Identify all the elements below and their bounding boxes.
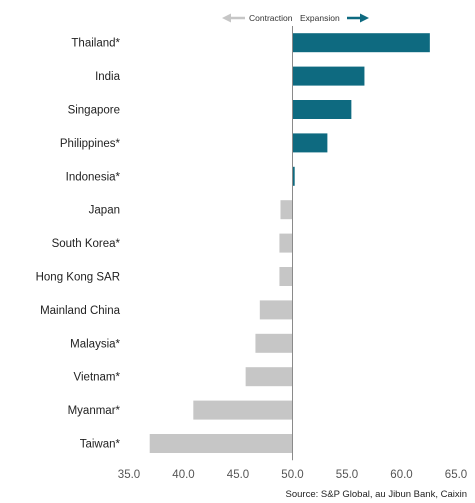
category-label: Thailand*	[71, 38, 120, 50]
legend-expansion-label: Expansion	[300, 13, 340, 23]
bar-mainland-china	[259, 300, 293, 320]
category-labels: Thailand* India Singapore Philippines* Indon…	[36, 38, 121, 451]
category-label: South Korea*	[52, 238, 121, 250]
bar-south-korea	[279, 233, 293, 253]
contraction-arrow-icon	[222, 13, 245, 23]
bar-japan	[280, 200, 293, 220]
bar-taiwan	[149, 434, 293, 453]
category-label: Malaysia*	[70, 338, 120, 350]
category-label: Myanmar*	[68, 405, 121, 417]
x-tick-label: 45.0	[227, 469, 249, 481]
x-tick-label: 65.0	[445, 469, 467, 481]
category-label: Hong Kong SAR	[36, 272, 120, 284]
category-label: Mainland China	[40, 305, 121, 317]
bar-singapore	[292, 100, 352, 119]
category-label: India	[95, 71, 121, 83]
bar-philippines	[292, 133, 328, 153]
category-label: Taiwan*	[80, 439, 121, 451]
bar-hong-kong-sar	[279, 267, 293, 286]
category-label: Philippines*	[60, 138, 121, 150]
bar-thailand	[292, 33, 430, 53]
bar-malaysia	[255, 333, 293, 353]
category-label: Japan	[89, 205, 120, 217]
source-note: Source: S&P Global, au Jibun Bank, Caixi…	[286, 489, 467, 500]
x-tick-labels: 35.0 40.0 45.0 50.0 55.0 60.0 65.0	[118, 469, 467, 481]
legend-contraction-label: Contraction	[249, 13, 293, 23]
bar-vietnam	[245, 367, 293, 387]
bar-myanmar	[193, 400, 293, 420]
expansion-arrow-icon	[347, 13, 369, 23]
x-tick-label: 60.0	[390, 469, 412, 481]
x-tick-label: 40.0	[172, 469, 194, 481]
bars	[149, 33, 430, 453]
category-label: Vietnam*	[74, 372, 121, 384]
bar-indonesia	[292, 166, 295, 186]
bar-india	[292, 66, 365, 86]
x-tick-label: 35.0	[118, 469, 140, 481]
category-label: Singapore	[68, 105, 120, 117]
x-tick-label: 55.0	[336, 469, 358, 481]
category-label: Indonesia*	[66, 171, 121, 183]
legend: Contraction Expansion	[222, 13, 369, 23]
x-tick-label: 50.0	[281, 469, 303, 481]
